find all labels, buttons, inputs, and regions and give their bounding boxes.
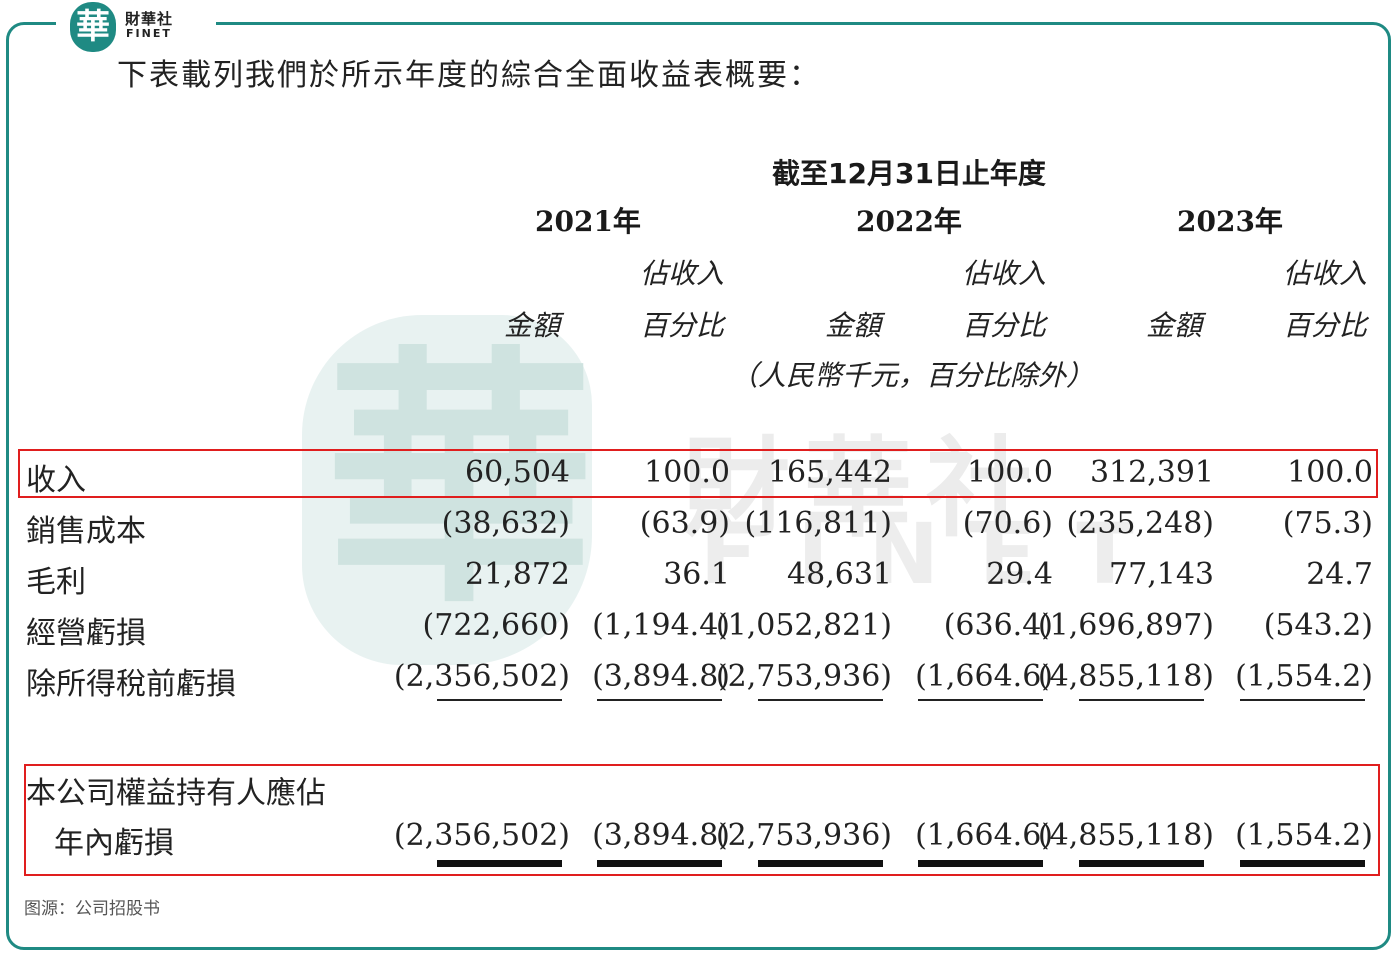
year-2021: 2021年: [535, 205, 641, 238]
amount-header: 金額: [825, 309, 882, 342]
table-cell: (636.4): [943, 608, 1053, 643]
table-cell: (3,894.8): [592, 659, 730, 694]
source-note: 图源：公司招股书: [24, 899, 160, 919]
table-cell: 24.7: [1306, 557, 1373, 592]
final-cell: (2,753,936): [715, 818, 892, 853]
table-cell: 36.1: [663, 557, 730, 592]
pct-header-line1: 佔收入: [962, 257, 1047, 290]
table-cell: (543.2): [1263, 608, 1373, 643]
pct-header-line1: 佔收入: [1283, 257, 1368, 290]
table-cell: (38,632): [441, 506, 570, 541]
final-cell: (1,664.6): [915, 818, 1053, 853]
table-cell: (722,660): [422, 608, 570, 643]
total-double-underline: [1079, 860, 1204, 867]
final-cell: (4,855,118): [1037, 818, 1214, 853]
row-label: 除所得稅前虧損: [26, 667, 236, 702]
pct-header-line2: 百分比: [962, 309, 1047, 342]
table-cell: 100.0: [1287, 455, 1373, 490]
year-2023: 2023年: [1177, 205, 1283, 238]
unit-note: （人民幣千元，百分比除外）: [730, 359, 1095, 392]
row-label: 毛利: [26, 565, 86, 600]
table-cell: 312,391: [1089, 455, 1214, 490]
table-cell: 100.0: [967, 455, 1053, 490]
intro-text: 下表載列我們於所示年度的綜合全面收益表概要：: [117, 58, 821, 93]
watermark-en: FINET: [700, 505, 1174, 603]
table-cell: (75.3): [1282, 506, 1373, 541]
final-cell: (3,894.8): [592, 818, 730, 853]
table-cell: (2,753,936): [715, 659, 892, 694]
pct-header-line2: 百分比: [1283, 309, 1368, 342]
table-cell: (235,248): [1066, 506, 1214, 541]
row-label: 銷售成本: [26, 514, 146, 549]
final-row-label-1: 本公司權益持有人應佔: [26, 776, 326, 811]
amount-header: 金額: [504, 309, 561, 342]
finet-logo-icon: 華: [70, 2, 116, 52]
subtotal-underline: [1240, 699, 1365, 701]
subtotal-underline: [437, 699, 562, 701]
table-cell: 100.0: [644, 455, 730, 490]
table-cell: 48,631: [787, 557, 892, 592]
table-cell: 29.4: [986, 557, 1053, 592]
table-cell: (63.9): [639, 506, 730, 541]
subtotal-underline: [597, 699, 722, 701]
total-double-underline: [437, 860, 562, 867]
table-cell: 21,872: [465, 557, 570, 592]
table-cell: (1,554.2): [1235, 659, 1373, 694]
logo-name-cn: 財華社: [125, 10, 174, 28]
year-2022: 2022年: [856, 205, 962, 238]
table-cell: (2,356,502): [393, 659, 570, 694]
logo-name-en: FINET: [126, 27, 172, 40]
highlight-loss-row: [24, 764, 1380, 876]
total-double-underline: [918, 860, 1043, 867]
table-cell: 60,504: [465, 455, 570, 490]
total-double-underline: [758, 860, 883, 867]
table-cell: (1,696,897): [1037, 608, 1214, 643]
row-label: 收入: [26, 463, 86, 498]
watermark-cn: 財華社: [682, 427, 1049, 552]
table-cell: (1,664.6): [915, 659, 1053, 694]
watermark-char: 華: [325, 321, 595, 639]
subtotal-underline: [1079, 699, 1204, 701]
table-cell: (1,194.4): [592, 608, 730, 643]
pct-header-line2: 百分比: [640, 309, 725, 342]
final-cell: (2,356,502): [393, 818, 570, 853]
table-cell: (1,052,821): [715, 608, 892, 643]
table-cell: (70.6): [962, 506, 1053, 541]
watermark-seal: [302, 315, 592, 665]
table-cell: (116,811): [744, 506, 892, 541]
total-double-underline: [1240, 860, 1365, 867]
subtotal-underline: [758, 699, 883, 701]
subtotal-underline: [918, 699, 1043, 701]
table-cell: 77,143: [1109, 557, 1214, 592]
table-cell: 165,442: [767, 455, 892, 490]
amount-header: 金額: [1146, 309, 1203, 342]
pct-header-line1: 佔收入: [640, 257, 725, 290]
period-header: 截至12月31日止年度: [772, 157, 1046, 190]
highlight-revenue-row: [18, 449, 1378, 498]
final-row-label-2: 年內虧損: [54, 826, 174, 861]
table-cell: (4,855,118): [1037, 659, 1214, 694]
row-label: 經營虧損: [26, 616, 146, 651]
green-frame: [6, 22, 1391, 950]
total-double-underline: [597, 860, 722, 867]
final-cell: (1,554.2): [1235, 818, 1373, 853]
